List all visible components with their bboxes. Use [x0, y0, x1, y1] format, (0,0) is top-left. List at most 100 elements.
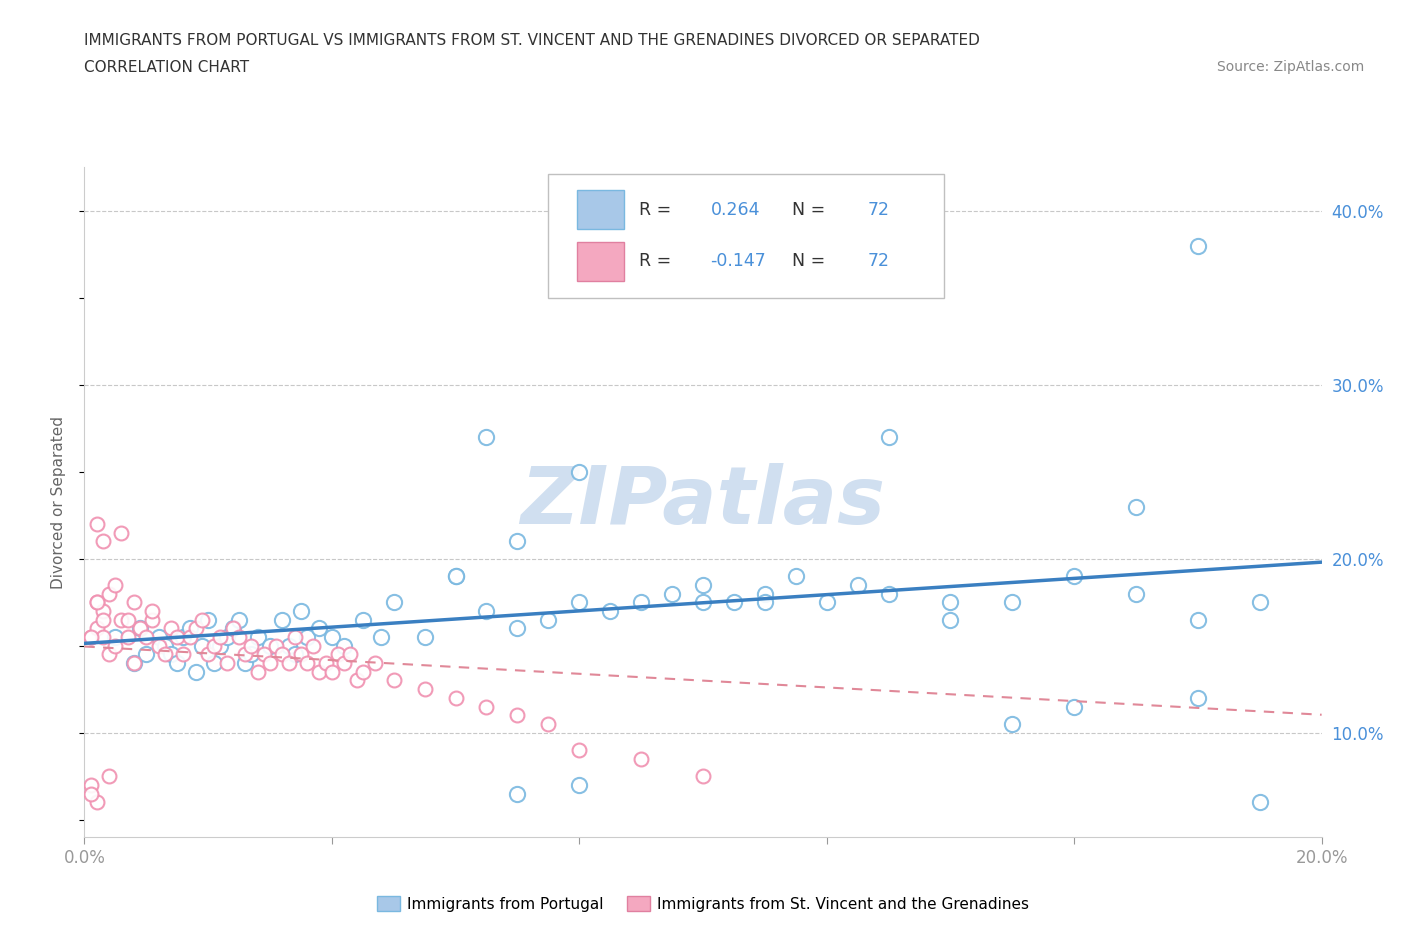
- Point: [98, 769, 121, 784]
- Point: [630, 595, 652, 610]
- Point: [179, 630, 201, 644]
- Point: [86, 516, 108, 531]
- Point: [148, 630, 170, 644]
- Point: [877, 430, 900, 445]
- Point: [98, 586, 121, 601]
- Point: [209, 638, 232, 653]
- Point: [202, 638, 225, 653]
- Point: [240, 638, 263, 653]
- Point: [104, 638, 127, 653]
- Point: [1063, 699, 1085, 714]
- Point: [172, 647, 194, 662]
- Point: [630, 751, 652, 766]
- Point: [86, 795, 108, 810]
- Point: [1001, 716, 1024, 731]
- Point: [86, 595, 108, 610]
- Point: [302, 638, 325, 653]
- Point: [326, 647, 349, 662]
- Point: [846, 578, 869, 592]
- Point: [939, 612, 962, 627]
- Point: [184, 664, 207, 679]
- Point: [339, 647, 361, 662]
- Point: [475, 699, 498, 714]
- Point: [413, 630, 436, 644]
- Point: [506, 786, 529, 801]
- Point: [222, 621, 245, 636]
- Point: [382, 595, 405, 610]
- Point: [79, 777, 101, 792]
- Point: [295, 630, 318, 644]
- Point: [253, 647, 276, 662]
- FancyBboxPatch shape: [548, 174, 945, 298]
- Text: R =: R =: [638, 201, 676, 219]
- Point: [91, 612, 114, 627]
- Point: [122, 595, 145, 610]
- Point: [172, 630, 194, 644]
- Text: N =: N =: [780, 201, 831, 219]
- Point: [179, 621, 201, 636]
- Point: [202, 656, 225, 671]
- Point: [382, 673, 405, 688]
- Point: [277, 656, 299, 671]
- Point: [277, 638, 299, 653]
- Point: [692, 769, 714, 784]
- Point: [141, 604, 163, 618]
- Point: [364, 656, 387, 671]
- Point: [184, 621, 207, 636]
- Point: [346, 673, 368, 688]
- Text: N =: N =: [780, 252, 831, 270]
- Point: [284, 647, 307, 662]
- Point: [117, 630, 139, 644]
- Point: [246, 630, 269, 644]
- Point: [79, 786, 101, 801]
- Text: Source: ZipAtlas.com: Source: ZipAtlas.com: [1216, 60, 1364, 74]
- Point: [79, 630, 101, 644]
- Point: [333, 638, 356, 653]
- Point: [315, 656, 337, 671]
- Point: [444, 568, 467, 583]
- Point: [444, 690, 467, 705]
- Point: [754, 595, 776, 610]
- FancyBboxPatch shape: [576, 190, 624, 229]
- Point: [91, 604, 114, 618]
- Point: [284, 630, 307, 644]
- Point: [877, 586, 900, 601]
- Point: [122, 656, 145, 671]
- Point: [630, 273, 652, 288]
- Point: [939, 595, 962, 610]
- Point: [754, 586, 776, 601]
- Point: [785, 568, 807, 583]
- Point: [568, 742, 591, 757]
- Point: [153, 638, 176, 653]
- Y-axis label: Divorced or Separated: Divorced or Separated: [51, 416, 66, 589]
- Point: [104, 630, 127, 644]
- Point: [1001, 595, 1024, 610]
- Point: [264, 638, 287, 653]
- Point: [246, 664, 269, 679]
- Point: [308, 621, 330, 636]
- Text: IMMIGRANTS FROM PORTUGAL VS IMMIGRANTS FROM ST. VINCENT AND THE GRENADINES DIVOR: IMMIGRANTS FROM PORTUGAL VS IMMIGRANTS F…: [84, 33, 980, 47]
- Point: [333, 656, 356, 671]
- Point: [86, 621, 108, 636]
- Point: [506, 534, 529, 549]
- Point: [1125, 499, 1147, 514]
- Point: [240, 647, 263, 662]
- Point: [321, 630, 343, 644]
- Point: [191, 638, 214, 653]
- Point: [110, 612, 132, 627]
- Point: [475, 430, 498, 445]
- Point: [160, 647, 183, 662]
- Point: [233, 647, 256, 662]
- Point: [104, 578, 127, 592]
- Point: [321, 664, 343, 679]
- Point: [506, 708, 529, 723]
- Point: [271, 647, 294, 662]
- Point: [295, 656, 318, 671]
- Text: 72: 72: [868, 252, 890, 270]
- Point: [370, 630, 392, 644]
- Text: 0.264: 0.264: [710, 201, 759, 219]
- Point: [122, 656, 145, 671]
- Point: [444, 568, 467, 583]
- Point: [537, 716, 560, 731]
- Point: [215, 630, 238, 644]
